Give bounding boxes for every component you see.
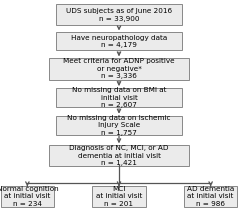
FancyBboxPatch shape (92, 186, 146, 207)
Text: UDS subjects as of June 2016
n = 33,900: UDS subjects as of June 2016 n = 33,900 (66, 8, 172, 22)
FancyBboxPatch shape (184, 186, 237, 207)
FancyBboxPatch shape (56, 116, 182, 135)
Text: Diagnosis of NC, MCI, or AD
dementia at initial visit
n = 1,421: Diagnosis of NC, MCI, or AD dementia at … (69, 145, 169, 166)
FancyBboxPatch shape (49, 58, 189, 80)
FancyBboxPatch shape (49, 145, 189, 166)
Text: Normal cognition
at initial visit
n = 234: Normal cognition at initial visit n = 23… (0, 186, 58, 207)
Text: Have neuropathology data
n = 4,179: Have neuropathology data n = 4,179 (71, 35, 167, 48)
Text: AD dementia
at initial visit
n = 986: AD dementia at initial visit n = 986 (187, 186, 234, 207)
Text: No missing data on Ischemic
Injury Scale
n = 1,757: No missing data on Ischemic Injury Scale… (67, 114, 171, 136)
Text: No missing data on BMI at
initial visit
n = 2,607: No missing data on BMI at initial visit … (72, 87, 166, 108)
FancyBboxPatch shape (56, 4, 182, 25)
FancyBboxPatch shape (56, 32, 182, 50)
Text: Meet criteria for ADNP positive
or negative*
n = 3,336: Meet criteria for ADNP positive or negat… (63, 58, 175, 80)
Text: MCI
at initial visit
n = 201: MCI at initial visit n = 201 (96, 186, 142, 207)
FancyBboxPatch shape (1, 186, 54, 207)
FancyBboxPatch shape (56, 88, 182, 107)
